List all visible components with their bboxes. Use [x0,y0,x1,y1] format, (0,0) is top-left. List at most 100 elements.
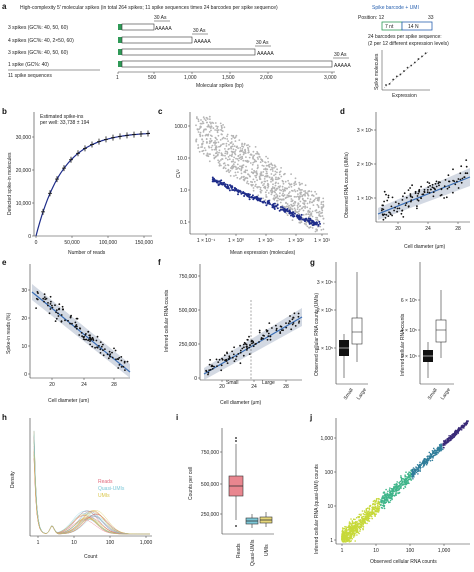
gene-point [294,190,297,193]
gene-point [246,177,249,180]
y-tick-label: 2 × 10⁵ [317,308,333,314]
gene-point [197,118,200,121]
cell-point [348,541,351,543]
gene-point [261,160,264,163]
cell-point [50,300,52,303]
cell-point [380,506,383,509]
cell-point [239,362,242,365]
cell-point [448,186,451,189]
gene-point [201,120,204,123]
cell-point [241,347,244,350]
cell-point [387,194,390,197]
gene-point [237,159,240,162]
gene-point [300,191,303,194]
cell-point [382,218,385,221]
cell-point [352,536,355,538]
gene-point [208,142,211,145]
spike-point [273,208,276,210]
cell-point [279,331,282,333]
cell-point [347,534,350,536]
cell-point [434,449,437,452]
gene-point [255,183,257,186]
cell-point [393,490,395,493]
gene-point [318,214,320,217]
gene-point [271,178,274,180]
cell-point [226,362,229,364]
panel-e-ylabel: Spike-in reads (%) [6,313,12,354]
cell-point [398,207,401,210]
cell-point [80,331,83,334]
gene-point [203,147,206,149]
gene-point [229,169,232,172]
cell-point [385,193,387,196]
gene-point [317,206,320,209]
cell-point [387,490,389,493]
gene-point [287,192,290,195]
cell-point [425,463,428,466]
gene-point [221,158,224,161]
cell-point [360,526,362,529]
gene-point [230,150,233,153]
cell-point [435,180,438,183]
spike-point [271,205,274,208]
cell-point [216,365,218,367]
gene-point [266,184,269,187]
gene-point [273,190,276,193]
gene-point [322,217,325,220]
spike-point [278,209,281,212]
cell-point [370,515,373,518]
cell-point [361,510,364,512]
cell-point [405,471,407,474]
gene-point [208,153,211,156]
density-curve [33,445,150,535]
cell-point [417,470,419,472]
cell-point [87,339,89,342]
cell-point [96,346,98,349]
x-tick-label: 1 × 10² [288,238,304,244]
polya-tail: AAAAA [194,39,211,45]
gene-point [197,131,200,133]
cell-point [375,513,377,515]
gene-point [197,144,200,146]
gene-point [247,151,250,154]
cell-point [409,478,412,480]
cell-point [389,494,391,497]
spike-estimate-line-2: per well: 33,738 ± 194 [40,120,89,126]
gene-point [206,152,209,155]
gene-point [265,194,267,196]
y-tick-label: 0.1 [180,220,187,226]
gene-point [277,185,280,188]
gene-point [262,165,265,167]
cell-point [383,200,385,203]
cell-point [225,359,228,362]
panel-label-h: h [2,413,7,422]
gene-point [276,199,279,202]
gene-point [218,164,221,167]
gene-point [261,158,263,161]
cell-point [220,369,223,372]
cell-point [49,295,52,298]
gene-point [264,186,267,189]
gene-point [301,189,303,191]
spike-point [243,195,246,197]
cell-point [387,196,390,199]
gene-point [274,184,277,187]
cell-point [431,450,434,452]
density-curves [33,430,150,535]
gene-point [202,129,205,132]
gene-point [232,143,235,146]
gene-point [264,191,267,194]
cell-point [378,505,381,508]
gene-point [247,149,250,152]
gene-point [281,188,284,191]
cell-point [368,509,371,511]
gene-point [227,156,230,158]
confidence-band [32,284,130,378]
gene-point [268,166,271,168]
gene-point [208,131,211,133]
cell-point [352,525,355,528]
cell-point [246,349,248,351]
panel-h: h 1 10 100 1,000 Reads Quasi-UMIs UMIs Dens… [2,413,152,560]
cell-point [459,178,462,181]
y-tick-label: 10 [327,504,333,510]
